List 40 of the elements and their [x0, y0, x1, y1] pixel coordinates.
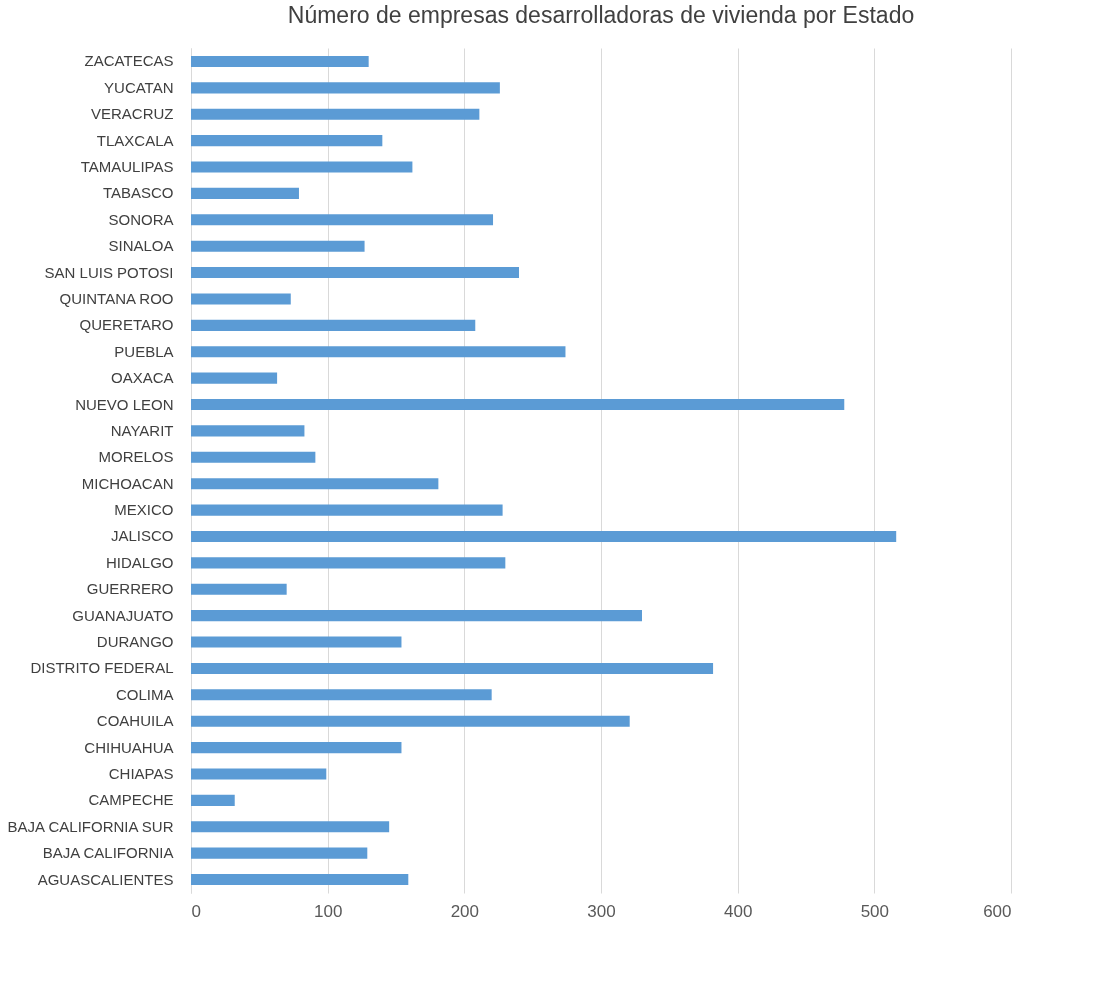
- y-tick-label: GUANAJUATO: [72, 606, 174, 624]
- y-tick-label: CAMPECHE: [88, 791, 174, 809]
- y-tick-label: NAYARIT: [110, 421, 174, 439]
- y-tick-label: HIDALGO: [105, 553, 174, 571]
- y-tick-label: TABASCO: [102, 184, 174, 202]
- y-tick-label: TLAXCALA: [96, 131, 174, 149]
- y-tick-label: DURANGO: [96, 633, 174, 651]
- chart-title: Número de empresas desarrolladoras de vivienda por Estado: [287, 2, 915, 28]
- y-tick-label: SINALOA: [108, 237, 174, 255]
- y-tick-label: GUERRERO: [86, 580, 174, 598]
- y-tick-label: SONORA: [108, 210, 174, 228]
- y-tick-label: YUCATAN: [104, 78, 174, 96]
- x-tick-label: 400: [723, 901, 753, 921]
- y-tick-label: QUINTANA ROO: [59, 289, 174, 307]
- y-tick-label: SAN LUIS POTOSI: [44, 263, 174, 281]
- x-tick-label: 600: [983, 901, 1012, 921]
- y-tick-label: ZACATECAS: [84, 52, 174, 70]
- x-tick-label: 200: [450, 901, 480, 921]
- y-tick-label: MORELOS: [98, 448, 174, 466]
- y-tick-label: BAJA CALIFORNIA SUR: [7, 817, 174, 835]
- y-tick-label: PUEBLA: [114, 342, 174, 360]
- y-tick-label: JALISCO: [110, 527, 174, 545]
- y-tick-label: NUEVO LEON: [75, 395, 174, 413]
- y-tick-label: COLIMA: [115, 685, 174, 703]
- y-tick-label: OAXACA: [110, 369, 174, 387]
- y-tick-label: AGUASCALIENTES: [37, 870, 174, 888]
- y-tick-label: BAJA CALIFORNIA: [42, 844, 174, 862]
- y-tick-label: QUERETARO: [79, 316, 174, 334]
- y-tick-label: MEXICO: [114, 501, 174, 519]
- y-tick-label: VERACRUZ: [90, 105, 174, 123]
- y-tick-label: TAMAULIPAS: [80, 158, 174, 176]
- x-tick-label: 500: [860, 901, 890, 921]
- y-tick-label: COAHUILA: [96, 712, 174, 730]
- x-tick-label: 300: [587, 901, 616, 921]
- y-tick-label: CHIAPAS: [108, 764, 174, 782]
- y-tick-label: CHIHUAHUA: [84, 738, 174, 756]
- y-tick-label: MICHOACAN: [81, 474, 174, 492]
- x-tick-label: 0: [191, 901, 201, 921]
- x-tick-label: 100: [313, 901, 343, 921]
- y-tick-label: DISTRITO FEDERAL: [30, 659, 174, 677]
